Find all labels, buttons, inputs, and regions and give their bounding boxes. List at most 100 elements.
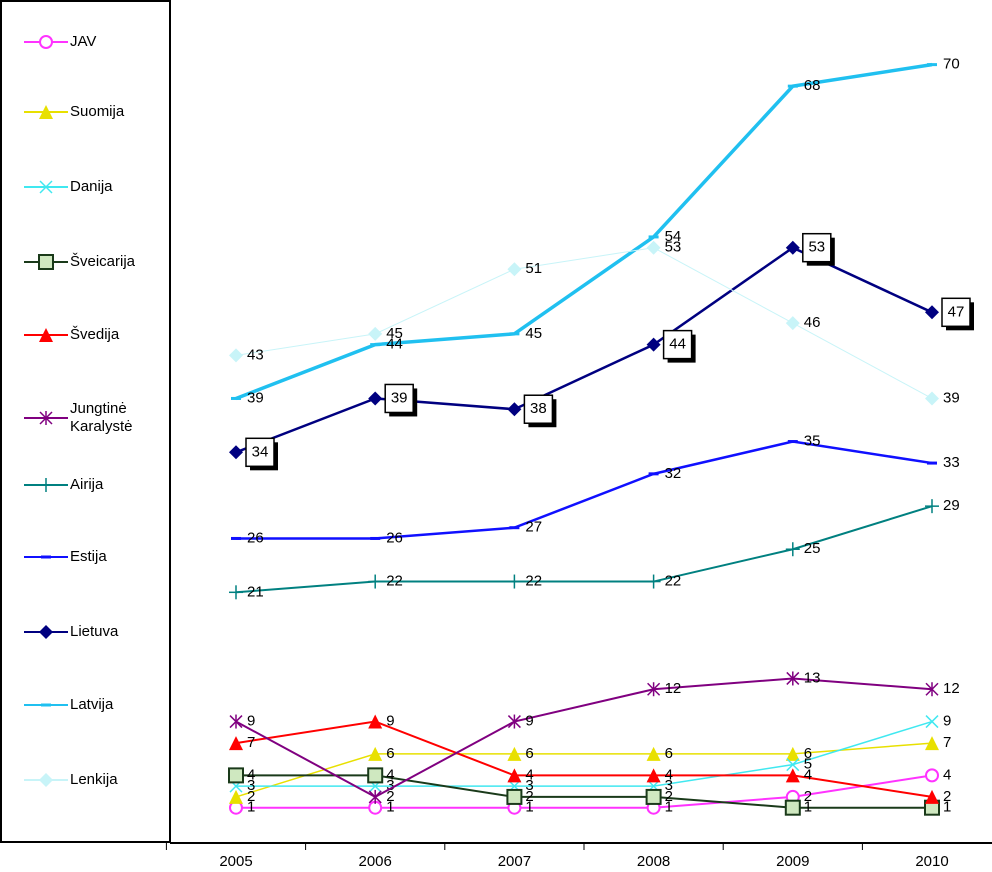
marker-part (39, 35, 53, 49)
marker (786, 758, 800, 772)
data-label: 39 (247, 389, 264, 406)
data-label: 13 (804, 669, 821, 686)
marker-part (785, 316, 800, 331)
data-label: 68 (804, 77, 821, 94)
x-tick-label: 2007 (498, 853, 531, 870)
data-label: 4 (525, 766, 533, 783)
data-label: 46 (804, 314, 821, 331)
data-label: 1 (665, 799, 673, 816)
marker (368, 391, 383, 406)
data-label: 7 (247, 734, 255, 751)
data-label: 5 (804, 756, 812, 773)
marker (368, 789, 382, 804)
x-tick-label: 2006 (359, 853, 392, 870)
legend-label: Danija (70, 178, 113, 195)
marker (925, 715, 939, 729)
marker-part (368, 326, 383, 341)
series-line (236, 720, 933, 787)
marker (646, 337, 661, 352)
marker-part (507, 402, 522, 417)
marker-part (229, 348, 243, 363)
data-label: 6 (386, 745, 394, 762)
marker (646, 574, 661, 589)
data-label: 26 (247, 529, 264, 546)
data-label: 43 (247, 346, 264, 363)
series-line (235, 246, 933, 454)
data-label: 22 (386, 573, 403, 590)
data-label: 45 (386, 325, 403, 342)
legend-marker (39, 105, 53, 119)
data-label: 39 (943, 389, 960, 406)
marker-part (228, 767, 244, 784)
legend-label: Estija (70, 548, 107, 565)
data-label: 1 (386, 799, 394, 816)
label-box (523, 394, 554, 424)
marker-part (646, 337, 661, 352)
data-label: 38 (530, 400, 547, 417)
marker-part (645, 788, 662, 805)
marker (786, 671, 800, 686)
data-label: 25 (804, 540, 821, 557)
x-tick-label: 2005 (219, 853, 252, 870)
legend-frame (0, 0, 171, 843)
data-label: 12 (943, 680, 960, 697)
marker-part (229, 789, 243, 804)
series-line (235, 720, 933, 798)
data-label: 34 (252, 443, 269, 460)
data-label: 47 (948, 303, 965, 320)
data-label: 1 (943, 799, 951, 816)
data-label: 9 (247, 713, 255, 730)
marker (507, 768, 522, 783)
marker (229, 585, 243, 600)
data-label: 33 (943, 454, 960, 471)
x-tick-label: 2008 (637, 853, 670, 870)
marker (645, 788, 662, 805)
marker (646, 746, 661, 761)
marker-part (646, 240, 661, 255)
marker (925, 499, 939, 514)
data-label: 7 (943, 734, 951, 751)
data-label: 4 (247, 766, 255, 783)
marker (507, 262, 522, 277)
marker (368, 326, 383, 341)
data-label: 4 (665, 766, 673, 783)
data-label: 4 (804, 766, 812, 783)
series-line (236, 774, 932, 809)
marker-part (507, 746, 522, 761)
marker-part (785, 240, 800, 255)
legend-marker (39, 773, 53, 787)
marker-part (646, 746, 661, 761)
marker-part (646, 768, 661, 783)
data-label: 9 (386, 713, 394, 730)
marker (368, 574, 383, 589)
marker-part (925, 715, 939, 729)
marker-part (39, 180, 53, 194)
data-label: 3 (665, 777, 673, 794)
marker (229, 789, 243, 804)
data-label: 6 (804, 745, 812, 762)
marker (785, 542, 800, 557)
data-label: 6 (525, 745, 533, 762)
legend-label: Švedija (70, 326, 120, 343)
data-label: 29 (943, 497, 960, 514)
data-label: 1 (247, 799, 255, 816)
marker-part (925, 736, 939, 751)
marker-part (368, 391, 383, 406)
marker (507, 574, 522, 589)
marker-part (784, 799, 801, 816)
marker-part (785, 746, 800, 761)
marker (646, 240, 661, 255)
marker (925, 305, 939, 320)
legend-label: JAV (70, 33, 97, 50)
marker-part (506, 788, 523, 805)
marker-part (786, 758, 800, 772)
marker (368, 714, 383, 729)
marker (925, 736, 939, 751)
series-line (235, 677, 933, 799)
legend-marker (38, 254, 54, 270)
data-label: 3 (386, 777, 394, 794)
marker (228, 767, 244, 784)
legend-label: Airija (70, 476, 104, 493)
data-label: 6 (665, 745, 673, 762)
marker (506, 788, 523, 805)
